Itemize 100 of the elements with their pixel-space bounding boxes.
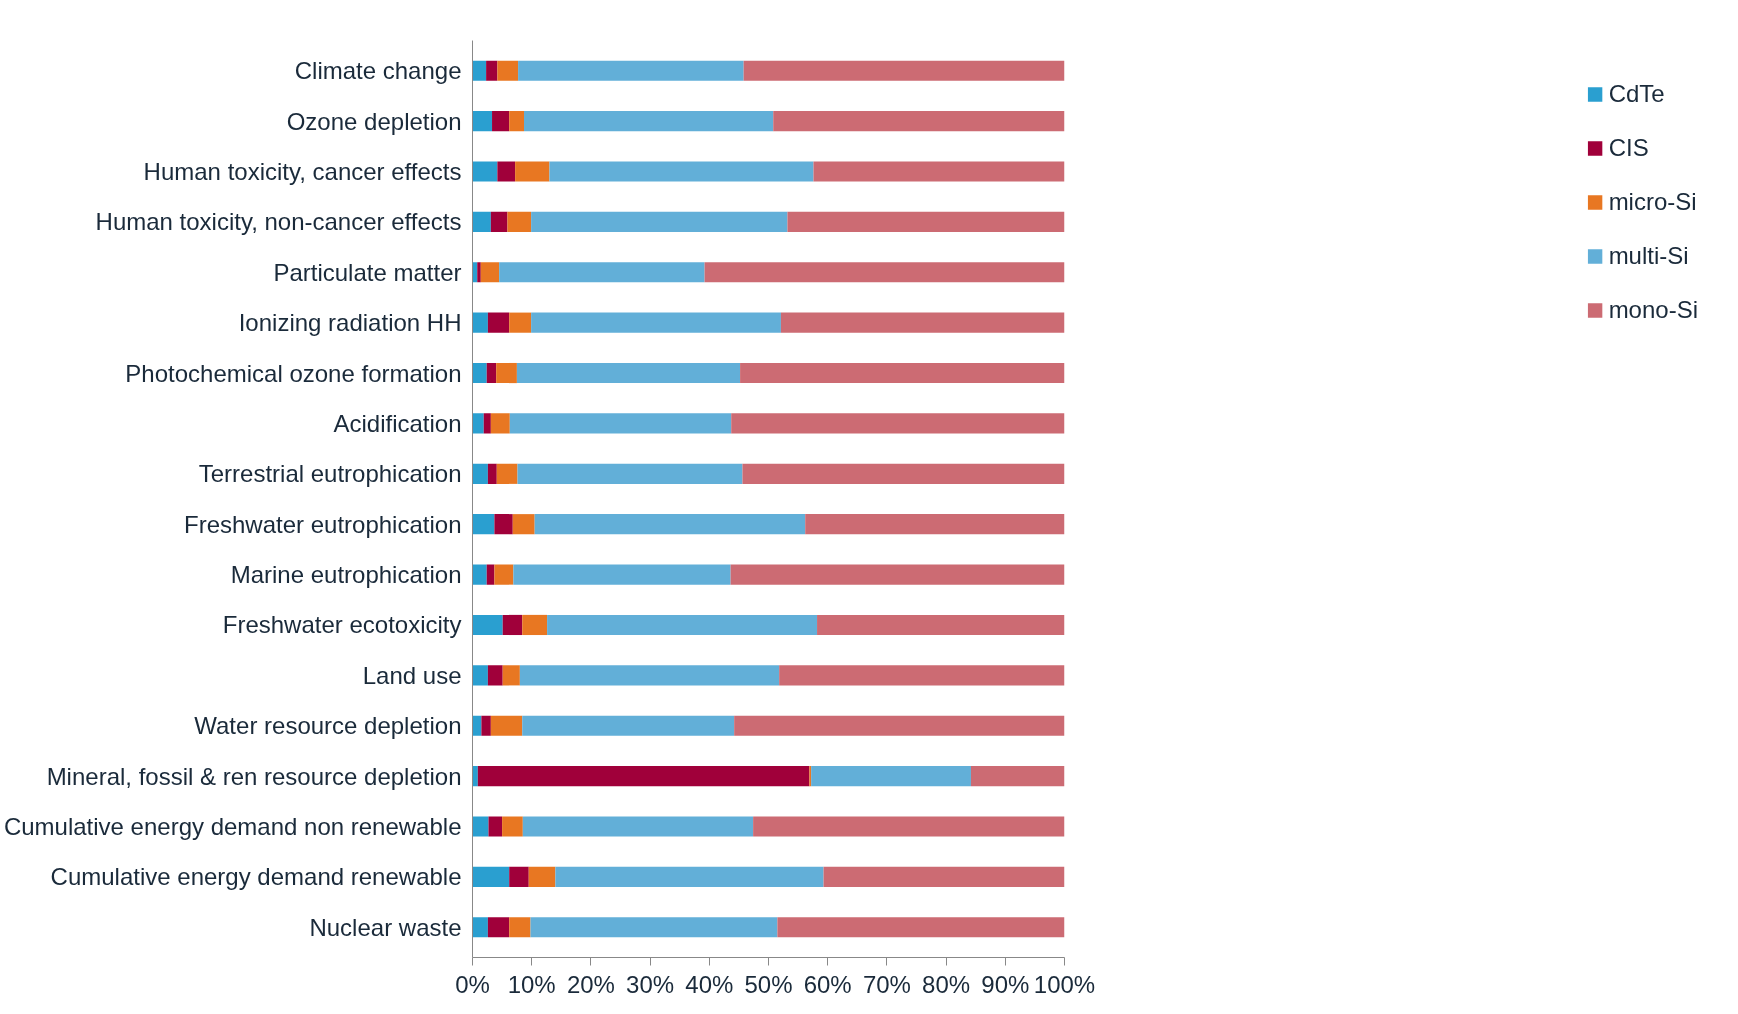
bar [528,866,556,887]
legend-label: mono-Si [1608,296,1698,324]
bar [502,665,520,686]
y-tick-label: Acidification [333,409,462,437]
bar [472,816,489,837]
bar [518,60,744,81]
bar [497,60,519,81]
bar [490,211,508,232]
bar [547,614,818,636]
bar [780,312,1065,333]
y-tick-label: Human toxicity, non-cancer effects [95,208,462,236]
bar [515,161,550,182]
bar [740,362,1065,384]
bar [509,413,732,434]
bar [490,715,523,736]
bar [531,312,781,333]
bar [811,766,971,787]
bar [731,413,1065,434]
x-tick-label: 30% [626,970,675,998]
bar [519,665,780,686]
y-tick-label: Climate change [294,57,462,85]
bar [743,60,1065,81]
x-tick-label: 10% [507,970,556,998]
bar [555,866,824,887]
bar [472,362,487,384]
bar [787,211,1065,232]
bar [509,312,532,333]
bar [805,514,1065,535]
bar [531,211,788,232]
bar [472,111,493,132]
bar [486,564,495,585]
bar [481,715,491,736]
bar [534,514,806,535]
bar [487,312,510,333]
bar [472,614,503,636]
bar [779,665,1065,686]
bar [507,211,532,232]
legend-label: CIS [1608,134,1649,162]
y-tick-label: Nuclear waste [309,913,462,941]
bar [517,463,743,484]
y-tick-label: Ozone depletion [286,107,462,135]
bar [813,161,1065,182]
bar [530,917,778,938]
bar [494,514,513,535]
bar [516,362,741,384]
bar [472,866,510,887]
legend-label: CdTe [1608,80,1665,108]
bar [742,463,1065,484]
x-tick-label: 70% [862,970,911,998]
bar [753,816,1065,837]
x-tick-label: 40% [685,970,734,998]
bar [472,312,488,333]
y-tick-label: Photochemical ozone formation [125,359,462,387]
bar [477,262,481,283]
x-tick-label: 50% [744,970,793,998]
bar [817,614,1065,636]
bar [513,564,731,585]
bar [472,917,488,938]
bar [472,211,491,232]
legend-label: micro-Si [1608,188,1697,216]
bar [502,614,523,636]
bar [509,866,529,887]
bar [477,766,810,787]
bar [704,262,1065,283]
bar [777,917,1065,938]
bar [497,161,516,182]
bar [488,816,503,837]
bar [512,514,535,535]
bar [487,665,503,686]
bar [486,362,497,384]
x-tick-label: 20% [566,970,615,998]
x-tick-label: 100% [1033,970,1096,998]
bar [472,60,487,81]
bar [524,111,774,132]
bar [773,111,1065,132]
bar [472,161,498,182]
legend-label: multi-Si [1608,242,1689,270]
bar [522,816,754,837]
bar [472,766,478,787]
y-tick-label: Terrestrial eutrophication [198,460,462,488]
bar [730,564,1065,585]
bar [472,413,484,434]
bar [492,111,510,132]
bar [509,917,531,938]
bar [483,413,491,434]
bar [522,614,548,636]
bar [502,816,523,837]
bar [487,917,510,938]
bar [480,262,500,283]
bar [472,564,487,585]
bar [509,111,524,132]
y-tick-label: Mineral, fossil & ren resource depletion [46,762,462,790]
y-tick-label: Land use [362,661,462,689]
y-tick-label: Marine eutrophication [230,561,462,589]
bar [499,262,705,283]
bar [522,715,735,736]
y-tick-label: Human toxicity, cancer effects [143,158,462,185]
y-tick-label: Water resource depletion [194,712,462,740]
bar [549,161,814,182]
x-tick-label: 0% [455,970,490,998]
